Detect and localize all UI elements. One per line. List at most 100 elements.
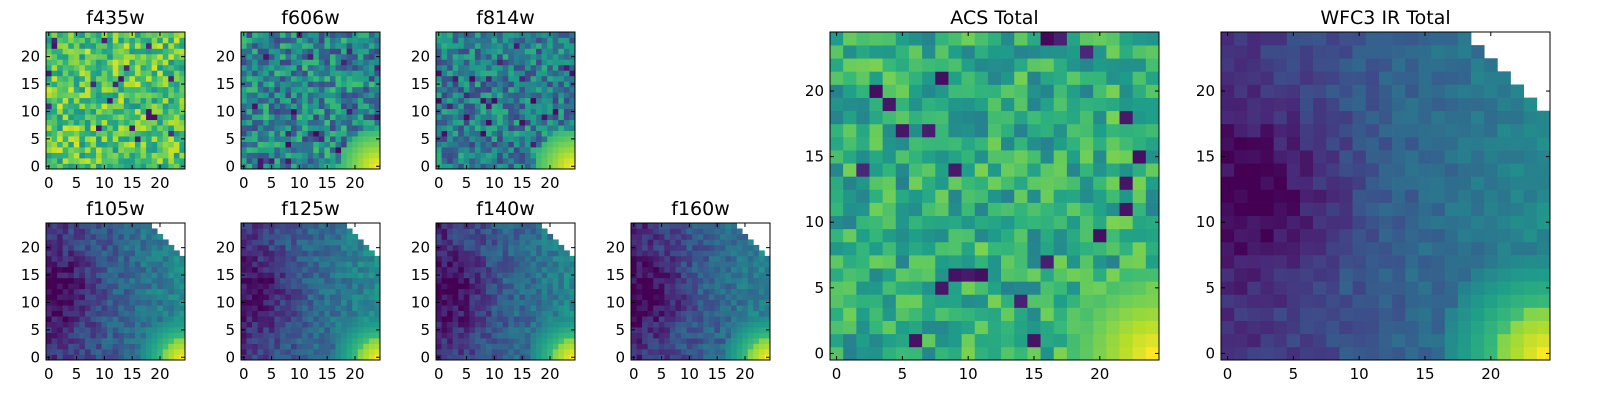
heatmap-cell (547, 250, 554, 257)
heatmap-cell (335, 305, 342, 312)
heatmap-cell (530, 332, 537, 339)
heatmap-cell (73, 37, 80, 44)
heatmap-cell (274, 223, 281, 229)
heatmap-cell (502, 310, 509, 317)
heatmap-cell (374, 103, 381, 110)
heatmap-cell (719, 316, 726, 322)
heatmap-cell (263, 48, 270, 55)
heatmap-cell (318, 158, 325, 164)
heatmap-cell (987, 307, 1002, 321)
heatmap-cell (486, 255, 492, 262)
heatmap-cell (101, 349, 108, 355)
heatmap-cell (291, 81, 297, 88)
heatmap-cell (285, 158, 292, 164)
heatmap-cell (57, 48, 64, 55)
heatmap-cell (441, 81, 448, 88)
heatmap-cell (123, 349, 130, 355)
heatmap-cell (502, 349, 509, 355)
heatmap-cell (357, 59, 364, 66)
heatmap-cell (335, 294, 342, 301)
heatmap-cell (519, 53, 526, 60)
heatmap-cell (658, 316, 665, 322)
heatmap-cell (647, 272, 654, 279)
heatmap-cell (313, 114, 320, 121)
heatmap-cell (474, 239, 481, 246)
heatmap-cell (513, 158, 520, 164)
heatmap-cell (268, 233, 275, 240)
heatmap-cell (547, 299, 554, 306)
heatmap-cell (140, 354, 147, 361)
heatmap-cell (486, 332, 492, 339)
heatmap-cell (541, 125, 548, 131)
heatmap-cell (647, 223, 654, 229)
heatmap-cell (140, 228, 147, 235)
heatmap-cell (374, 86, 381, 93)
heatmap-cell (123, 48, 130, 55)
heatmap-cell (1106, 163, 1120, 177)
heatmap-cell (341, 277, 347, 284)
heatmap-cell (480, 48, 487, 55)
heatmap-cell (90, 59, 97, 66)
heatmap-cell (291, 272, 297, 279)
heatmap-cell (830, 110, 844, 125)
heatmap-cell (742, 321, 749, 328)
heatmap-cell (263, 239, 270, 246)
heatmap-cell (335, 136, 342, 142)
heatmap-cell (961, 346, 976, 361)
heatmap-cell (257, 294, 264, 301)
heatmap-cell (357, 239, 364, 246)
heatmap-cell (508, 354, 515, 361)
heatmap-cell (961, 228, 976, 243)
heatmap-cell (731, 343, 737, 350)
heatmap-cell (1014, 333, 1028, 348)
heatmap-cell (123, 42, 130, 49)
heatmap-cell (84, 283, 91, 290)
heatmap-cell (1093, 202, 1107, 217)
heatmap-cell (62, 64, 69, 71)
heatmap-cell (151, 158, 158, 164)
heatmap-cell (547, 81, 554, 88)
heatmap-cell (246, 338, 253, 344)
heatmap-cell (747, 327, 754, 333)
heatmap-cell (246, 119, 253, 126)
heatmap-cell (324, 119, 331, 126)
heatmap-cell (843, 150, 857, 164)
heatmap-cell (263, 92, 270, 99)
heatmap-cell (747, 239, 754, 246)
heatmap-cell (90, 86, 97, 93)
x-tick-label: 5 (462, 174, 472, 192)
heatmap-cell (279, 228, 286, 235)
heatmap-cell (62, 75, 69, 82)
heatmap-cell (536, 32, 542, 38)
heatmap-cell (508, 332, 515, 339)
heatmap-cell (62, 119, 69, 126)
heatmap-cell (1106, 255, 1120, 269)
heatmap-cell (658, 310, 665, 317)
heatmap-cell (329, 92, 336, 99)
heatmap-cell (252, 108, 259, 115)
heatmap-cell (252, 37, 259, 44)
heatmap-cell (1027, 268, 1041, 282)
heatmap-cell (318, 48, 325, 55)
heatmap-cell (681, 283, 687, 290)
heatmap-cell (675, 332, 682, 339)
heatmap-cell (268, 327, 275, 333)
heatmap-cell (486, 37, 492, 44)
heatmap-cell (519, 92, 526, 99)
heatmap-cell (508, 147, 515, 153)
heatmap-cell (441, 354, 448, 361)
heatmap-cell (307, 75, 314, 82)
heatmap-cell (296, 37, 303, 44)
heatmap-cell (257, 136, 264, 142)
heatmap-cell (642, 250, 649, 257)
heatmap-cell (118, 327, 125, 333)
heatmap-cell (452, 338, 459, 344)
heatmap-cell (257, 310, 264, 317)
heatmap-cell (458, 130, 465, 137)
heatmap-cell (469, 272, 476, 279)
heatmap-cell (708, 277, 715, 284)
heatmap-cell (318, 53, 325, 60)
heatmap-cell (346, 305, 353, 312)
heatmap-cell (285, 147, 292, 153)
heatmap-cell (291, 316, 297, 322)
